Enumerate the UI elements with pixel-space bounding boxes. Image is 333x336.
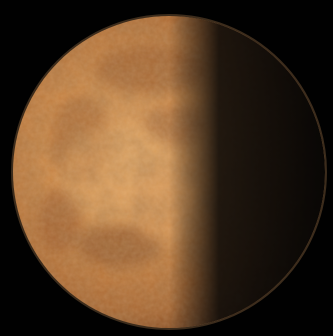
planet-rim xyxy=(11,14,327,330)
terminator-shadow xyxy=(13,16,325,328)
